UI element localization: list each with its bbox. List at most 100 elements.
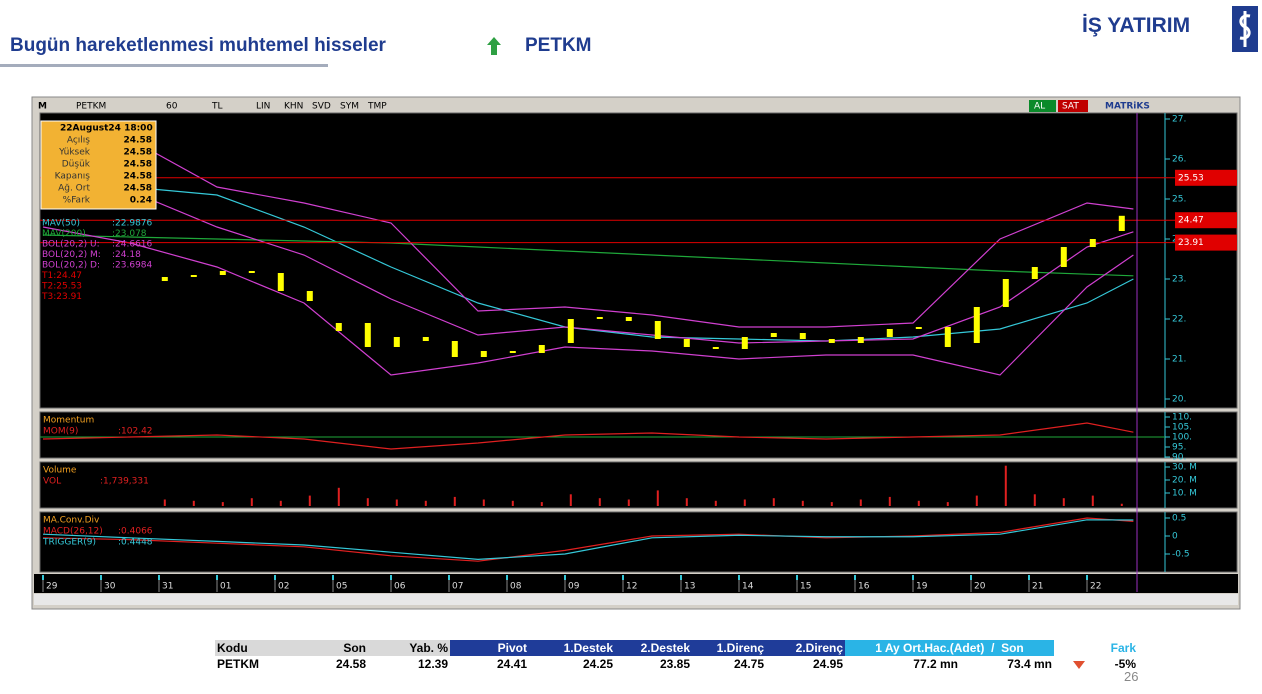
candle-body [770,333,777,337]
legend-value: :22.9876 [112,219,153,229]
candle-body [335,323,342,331]
scrollbar [34,594,1238,605]
candle-body [596,317,603,319]
series-line [42,226,1134,376]
cell: 23.85 [659,657,690,671]
info-key: Kapanış [55,172,91,182]
y-tick-label: 0 [1172,532,1178,542]
y-tick-label: 27. [1172,115,1186,125]
series-line [42,182,1134,342]
x-tick-label: 12 [626,582,637,592]
cell: 24.41 [496,657,527,671]
toolbar-button[interactable]: LIN [256,102,270,112]
buy-button[interactable] [1029,100,1056,112]
legend-value: :23.6984 [112,261,153,271]
cell: 24.75 [733,657,764,671]
legend-level: T2:25.53 [41,282,82,292]
legend-level: T3:23.91 [41,292,82,302]
toolbar-button[interactable]: TMP [367,102,387,112]
x-tick-label: 09 [568,582,580,592]
volume-bar [714,500,717,506]
toolbar-button[interactable]: SVD [312,102,331,112]
header-cell: Kodu [215,640,299,656]
x-tick-label: 06 [394,582,406,592]
y-tick-label: 90. [1172,453,1186,463]
toolbar-button[interactable]: SYM [340,102,359,112]
legend-value: :0.4066 [118,527,153,537]
volume-bar [163,499,166,506]
x-axis-strip [34,574,1238,593]
cell: 24.25 [582,657,613,671]
volume-bar [569,494,572,506]
buy-label: AL [1034,102,1045,112]
x-tick-label: 14 [742,582,754,592]
stock-table: Kodu Son Yab. % Pivot 1.Destek 2.Destek 1.Dire… [215,640,1138,672]
header-cell: 1.Destek [529,640,615,656]
candle-body [509,351,516,353]
toolbar [34,99,1238,113]
volume-bar [685,498,688,506]
volume-bar [801,500,804,506]
candle-body [538,345,545,353]
legend-name: BOL(20,2) U: [42,240,100,250]
legend-value: :1,739,331 [100,477,149,487]
cell: 24.58 [335,657,366,671]
volume-bar [888,496,891,506]
candle-body [364,323,371,347]
up-arrow [487,37,501,55]
toolbar-button[interactable]: KHN [284,102,303,112]
cell: 73.4 mn [1007,657,1052,671]
volume-bar [308,495,311,506]
header-cell: 2.Destek [615,640,692,656]
volume-bar [192,500,195,506]
volume-bar [540,502,543,506]
volume-bar [279,500,282,506]
table-header: Kodu Son Yab. % Pivot 1.Destek 2.Destek 1.Dire… [215,640,1138,656]
info-value: 0.24 [130,196,152,206]
page-number: 26 [1124,669,1139,684]
volume-bar [395,499,398,506]
candle-body [973,307,980,343]
series-line [42,517,1134,562]
y-tick-label: 20. [1172,395,1186,405]
header-cell: Yab. % [368,640,450,656]
cell: 24.95 [812,657,843,671]
header-cell: Pivot [450,640,529,656]
candle-body [161,277,168,281]
legend-level: T1:24.47 [41,271,82,281]
panel-title: MA.Conv.Div [43,516,100,526]
candle-body [219,271,226,275]
candle-body [393,337,400,347]
x-tick-label: 07 [452,582,463,592]
sell-label: SAT [1062,102,1079,112]
title-underline [0,64,328,67]
info-value: 24.58 [124,160,152,170]
candle-body [799,333,806,339]
x-tick-label: 19 [916,582,928,592]
candle-body [828,339,835,343]
x-tick-label: 02 [278,582,289,592]
cell: PETKM [217,657,259,671]
info-key: Açılış [67,136,90,146]
cell: 77.2 mn [913,657,958,671]
level-box [1175,234,1237,251]
header-cell: 1 Ay Ort.Hac.(Adet) / Son [845,640,1054,656]
volume-bar [772,498,775,506]
volume-bar [743,499,746,506]
header-cell: Fark [1054,640,1138,656]
info-value: 24.58 [124,136,152,146]
legend-name: BOL(20,2) D: [42,261,100,271]
candle-body [683,339,690,347]
panel-title: Volume [43,466,77,476]
info-key: Yüksek [58,148,91,158]
x-tick-label: 08 [510,582,522,592]
volume-bar [221,502,224,506]
sell-button[interactable] [1058,100,1088,112]
legend-name: MAV(200) [42,229,86,239]
toolbar-period: 60 [166,102,178,112]
volume-bar [424,500,427,506]
y-tick-label: 25. [1172,195,1186,205]
info-key: Ağ. Ort [58,184,90,194]
x-tick-label: 15 [800,582,811,592]
level-box [1175,212,1237,229]
